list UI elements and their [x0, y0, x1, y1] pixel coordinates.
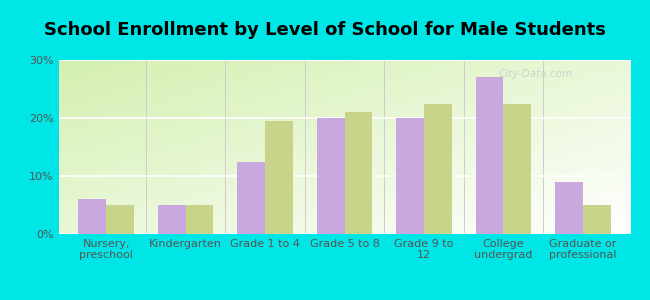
Bar: [265, 121, 293, 234]
Bar: [583, 205, 610, 234]
Bar: [344, 112, 372, 234]
Text: City-Data.com: City-Data.com: [499, 69, 573, 80]
Bar: [158, 205, 186, 234]
Bar: [79, 199, 106, 234]
Bar: [106, 205, 134, 234]
Bar: [317, 118, 345, 234]
Bar: [186, 205, 213, 234]
Bar: [503, 103, 531, 234]
Text: School Enrollment by Level of School for Male Students: School Enrollment by Level of School for…: [44, 21, 606, 39]
Bar: [555, 182, 583, 234]
Bar: [476, 77, 503, 234]
Bar: [424, 103, 452, 234]
Bar: [237, 161, 265, 234]
Bar: [396, 118, 424, 234]
